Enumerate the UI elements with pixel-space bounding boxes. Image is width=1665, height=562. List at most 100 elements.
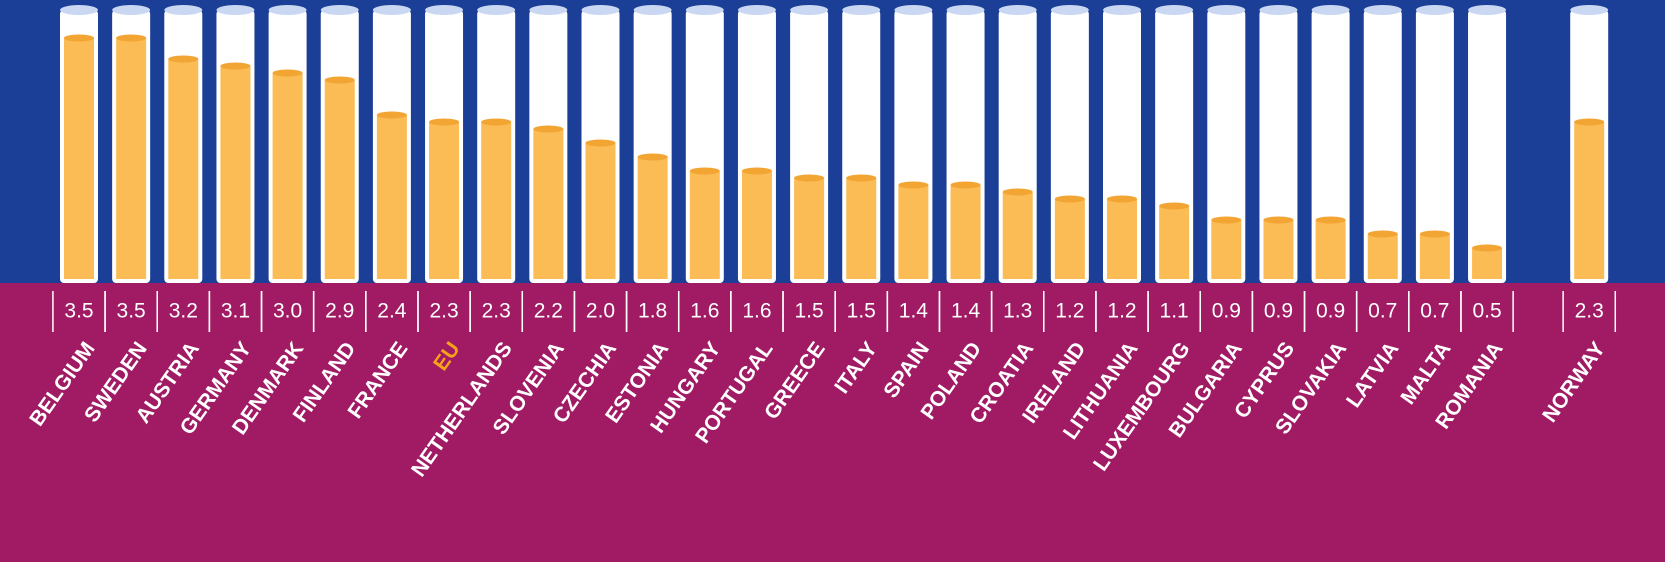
tube xyxy=(1207,10,1246,283)
bar xyxy=(846,178,877,279)
value-label: 1.2 xyxy=(1107,300,1136,323)
tube-rim xyxy=(529,5,568,15)
bar-top xyxy=(116,34,147,42)
tube-rim xyxy=(268,5,307,15)
bar-top xyxy=(637,153,668,161)
value-label: 2.9 xyxy=(325,300,354,323)
value-label: 3.0 xyxy=(273,300,302,323)
tube xyxy=(1468,10,1507,283)
tube-rim xyxy=(998,5,1037,15)
tube-rim xyxy=(633,5,672,15)
tube-rim xyxy=(842,5,881,15)
bar xyxy=(637,157,668,279)
bar-top xyxy=(1472,244,1503,252)
value-label: 1.8 xyxy=(638,300,667,323)
tube-rim xyxy=(737,5,776,15)
tube-rim xyxy=(946,5,985,15)
bar-top xyxy=(1002,188,1033,196)
tube-rim xyxy=(1103,5,1141,15)
bar-top xyxy=(1574,118,1605,126)
tube-rim xyxy=(685,5,724,15)
bar-top xyxy=(585,139,616,147)
bar xyxy=(1211,220,1242,279)
bar xyxy=(376,115,407,279)
tube-rim xyxy=(894,5,933,15)
tube xyxy=(1259,10,1298,283)
bar-top xyxy=(741,167,772,175)
bar-top xyxy=(1419,230,1450,238)
value-label: 0.9 xyxy=(1212,300,1241,323)
value-label: 1.5 xyxy=(847,300,876,323)
value-label: 1.4 xyxy=(899,300,929,323)
value-label: 2.2 xyxy=(534,300,563,323)
bar-top xyxy=(64,34,94,42)
tube-rim xyxy=(112,5,151,15)
bar xyxy=(324,80,355,279)
bar-top xyxy=(1263,216,1294,224)
bar xyxy=(533,129,564,279)
tube-rim xyxy=(1050,5,1089,15)
bar xyxy=(1263,220,1294,279)
bar-top xyxy=(220,62,251,70)
bar-top xyxy=(533,125,564,133)
bottom-background xyxy=(0,283,1665,562)
bar xyxy=(1367,234,1398,279)
tube xyxy=(1363,10,1402,283)
bar xyxy=(1054,199,1085,279)
bar xyxy=(898,185,929,279)
tube-rim xyxy=(1415,5,1454,15)
bar xyxy=(741,171,772,279)
bar xyxy=(429,122,460,279)
tube-rim xyxy=(581,5,620,15)
value-label: 1.4 xyxy=(951,300,981,323)
bar xyxy=(220,66,251,279)
tube xyxy=(1415,10,1454,283)
bar-top xyxy=(1367,230,1398,238)
bar xyxy=(1574,122,1605,279)
tube-rim xyxy=(1570,5,1609,15)
value-label: 1.3 xyxy=(1003,300,1032,323)
tube-rim xyxy=(164,5,203,15)
value-label: 0.9 xyxy=(1264,300,1293,323)
tube-rim xyxy=(1468,5,1507,15)
bar-top xyxy=(1054,195,1085,203)
bar xyxy=(689,171,720,279)
bar-top xyxy=(376,111,407,119)
tube-rim xyxy=(790,5,829,15)
value-label: 1.5 xyxy=(794,300,823,323)
bar xyxy=(272,73,303,279)
bar-top xyxy=(1315,216,1346,224)
tube xyxy=(1311,10,1350,283)
bar xyxy=(1107,199,1137,279)
tube-rim xyxy=(1311,5,1350,15)
value-label: 2.3 xyxy=(429,300,458,323)
bar-top xyxy=(689,167,720,175)
value-label: 2.3 xyxy=(1575,300,1604,323)
bar-top xyxy=(846,174,877,182)
tube-rim xyxy=(425,5,464,15)
bar-top xyxy=(950,181,981,189)
value-label: 2.0 xyxy=(586,300,615,323)
value-label: 1.1 xyxy=(1160,300,1189,323)
value-label: 3.5 xyxy=(64,300,93,323)
tube-rim xyxy=(477,5,516,15)
bar-top xyxy=(898,181,929,189)
bar xyxy=(481,122,512,279)
bar-top xyxy=(324,76,355,84)
value-label: 0.7 xyxy=(1368,300,1397,323)
value-label: 1.6 xyxy=(690,300,719,323)
bar xyxy=(1002,192,1033,279)
value-label: 1.6 xyxy=(742,300,771,323)
tube-rim xyxy=(1259,5,1298,15)
bar-top xyxy=(272,69,303,77)
tube-rim xyxy=(1155,5,1194,15)
bar-top xyxy=(1211,216,1242,224)
bar-top xyxy=(481,118,512,126)
tube-rim xyxy=(216,5,255,15)
value-label: 2.3 xyxy=(482,300,511,323)
bar-top xyxy=(1159,202,1190,210)
value-label: 3.5 xyxy=(117,300,146,323)
bar-top xyxy=(429,118,460,126)
value-label: 0.9 xyxy=(1316,300,1345,323)
value-label: 3.2 xyxy=(169,300,198,323)
